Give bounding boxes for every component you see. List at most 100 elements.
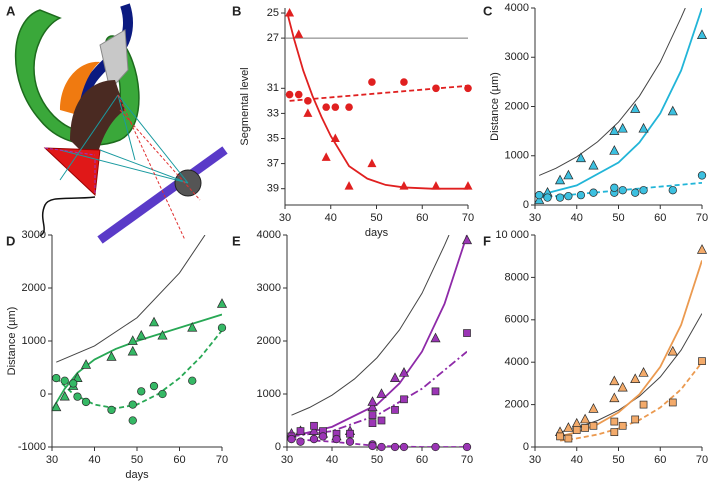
y-tick-label: 4000 bbox=[505, 2, 529, 14]
circle-point bbox=[309, 434, 319, 444]
triangle-point bbox=[321, 152, 331, 161]
square-point bbox=[463, 329, 471, 337]
x-tick-label: 70 bbox=[461, 454, 473, 466]
circle-point bbox=[610, 183, 619, 192]
square-point bbox=[589, 421, 598, 430]
triangle-point bbox=[430, 332, 441, 343]
triangle-point bbox=[367, 158, 377, 168]
y-tick-label: 4000 bbox=[257, 229, 281, 241]
triangle-point bbox=[285, 8, 295, 17]
chart: E 30 40 50 60 70 0 1000 2000 3000 4000 bbox=[232, 229, 473, 466]
fit-line bbox=[291, 235, 450, 416]
y-tick-label: 27 bbox=[267, 32, 279, 44]
y-tick-label: 0 bbox=[523, 199, 529, 211]
circle-point bbox=[318, 432, 328, 441]
circle-point bbox=[52, 373, 61, 383]
triangle-point bbox=[330, 133, 340, 142]
triangle-point bbox=[588, 159, 599, 170]
circle-point bbox=[543, 193, 552, 202]
y-tick-label: 35 bbox=[267, 132, 279, 144]
fit-line bbox=[559, 361, 702, 442]
x-tick-label: 70 bbox=[696, 212, 708, 224]
circle-point bbox=[331, 103, 340, 111]
circle-point bbox=[73, 392, 82, 401]
triangle-point bbox=[696, 29, 708, 39]
circle-point bbox=[149, 381, 159, 391]
x-tick-label: 30 bbox=[529, 454, 541, 466]
y-tick-label: 25 bbox=[267, 7, 279, 19]
x-tick-label: 30 bbox=[46, 454, 58, 466]
square-point bbox=[610, 417, 619, 426]
square-point bbox=[581, 424, 589, 432]
triangle-point bbox=[463, 181, 473, 190]
fit-line bbox=[559, 313, 702, 433]
brown-shape bbox=[70, 80, 125, 165]
x-tick-label: 50 bbox=[370, 212, 382, 224]
square-point bbox=[368, 419, 377, 427]
fit-line bbox=[291, 438, 467, 447]
y-tick-label: 4000 bbox=[505, 356, 529, 368]
panel-letter: F bbox=[483, 233, 491, 248]
circle-point bbox=[81, 397, 91, 407]
black-wire bbox=[39, 196, 96, 237]
y-tick-label: 2000 bbox=[22, 282, 46, 294]
triangle-point bbox=[638, 367, 649, 377]
triangle-point bbox=[575, 152, 587, 163]
x-tick-label: 40 bbox=[571, 454, 583, 466]
x-tick-label: 30 bbox=[281, 454, 293, 466]
y-tick-label: 2000 bbox=[257, 335, 281, 347]
circle-point bbox=[697, 171, 707, 180]
y-tick-label: 1000 bbox=[505, 150, 529, 162]
triangle-point bbox=[51, 401, 62, 412]
triangle-point bbox=[563, 422, 574, 432]
triangle-point bbox=[148, 316, 160, 327]
chart: F 30 40 50 60 70 0 2000 4000 6000 8000 10 000 bbox=[483, 229, 708, 466]
triangle-point bbox=[563, 169, 574, 180]
triangle-point bbox=[630, 103, 641, 113]
triangle-point bbox=[617, 122, 628, 133]
triangle-point bbox=[308, 425, 320, 435]
circle-point bbox=[188, 376, 197, 385]
triangle-point bbox=[609, 392, 620, 403]
triangle-point bbox=[376, 388, 387, 398]
circle-point bbox=[296, 437, 305, 446]
triangle-point bbox=[638, 122, 649, 133]
square-point bbox=[391, 406, 399, 414]
panel-letter: A bbox=[6, 3, 16, 18]
triangle-point bbox=[588, 403, 599, 413]
triangle-point bbox=[127, 345, 138, 356]
y-tick-label: -1000 bbox=[18, 441, 46, 453]
triangle-point bbox=[59, 390, 70, 401]
y-axis-label: Distance (µm) bbox=[489, 72, 501, 141]
square-point bbox=[572, 426, 581, 434]
y-tick-label: 8000 bbox=[505, 271, 529, 283]
y-tick-label: 6000 bbox=[505, 314, 529, 326]
triangle-point bbox=[106, 351, 117, 361]
triangle-point bbox=[696, 244, 708, 254]
circle-point bbox=[107, 405, 116, 415]
x-tick-label: 60 bbox=[654, 454, 666, 466]
circle-point bbox=[287, 434, 296, 444]
circle-point bbox=[618, 186, 627, 195]
circle-point bbox=[432, 84, 440, 93]
y-tick-label: 1000 bbox=[257, 388, 281, 400]
fit-line bbox=[55, 329, 222, 410]
y-tick-label: 1000 bbox=[22, 335, 46, 347]
fit-line bbox=[538, 8, 702, 197]
y-tick-label: 31 bbox=[267, 82, 279, 94]
x-tick-label: 40 bbox=[325, 212, 337, 224]
triangle-point bbox=[630, 373, 641, 384]
circle-point bbox=[377, 442, 386, 452]
chart: D 30 40 50 60 70 -1000 0 1000 2000 3000 days Distanc… bbox=[6, 229, 228, 481]
grey-shape bbox=[99, 29, 129, 92]
guide-lines bbox=[59, 94, 189, 184]
triangle-point bbox=[136, 329, 147, 340]
square-point bbox=[368, 411, 377, 420]
red-triangle bbox=[43, 147, 101, 197]
fit-line bbox=[286, 12, 468, 190]
square-point bbox=[346, 429, 354, 438]
square-point bbox=[564, 434, 573, 443]
triangle-point bbox=[667, 105, 678, 116]
fit-line bbox=[52, 313, 222, 411]
triangle-point bbox=[571, 417, 582, 428]
